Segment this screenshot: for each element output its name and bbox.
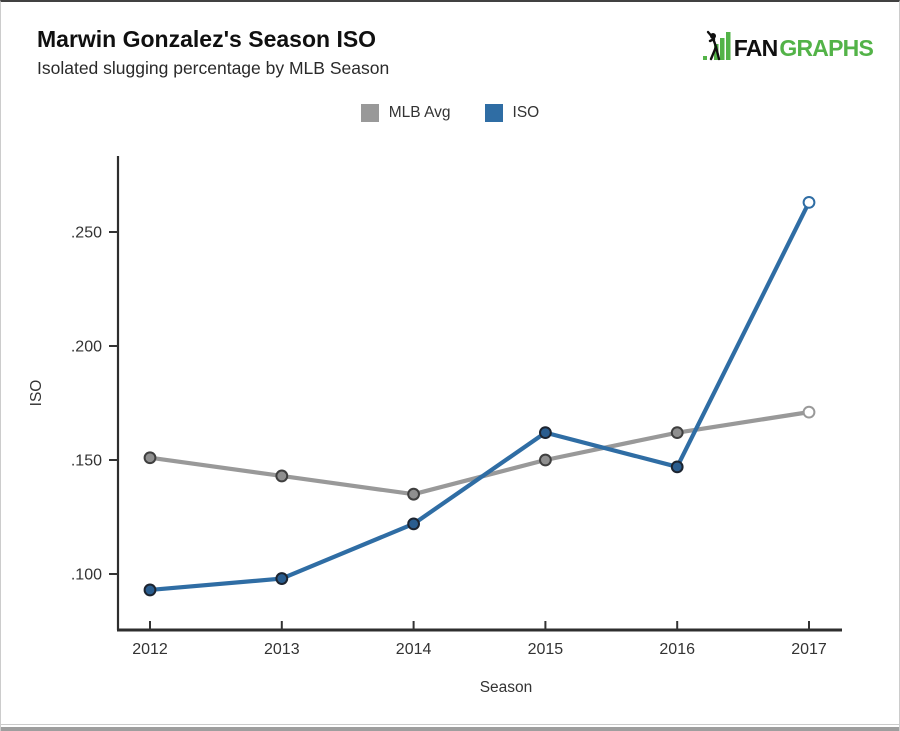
legend-swatch-mlb-avg xyxy=(360,104,379,122)
chart-legend: MLB Avg ISO xyxy=(1,104,899,122)
y-tick-label: .100 xyxy=(71,567,102,584)
bottom-gray-band xyxy=(1,727,899,731)
x-tick-label: 2013 xyxy=(264,641,300,658)
series-line-iso xyxy=(147,200,812,593)
y-tick-label: .200 xyxy=(71,339,102,356)
x-tick-label: 2014 xyxy=(396,641,432,658)
bottom-border-line xyxy=(1,724,899,725)
y-axis-title: ISO xyxy=(28,380,45,407)
data-point-iso-2012 xyxy=(143,583,157,597)
logo-text-graphs: GRAPHS xyxy=(779,35,873,61)
data-point-mlb-avg-2014 xyxy=(407,487,421,501)
page-title: Marwin Gonzalez's Season ISO xyxy=(37,26,377,52)
y-tick-label: .150 xyxy=(71,453,102,470)
x-axis-title: Season xyxy=(480,679,533,696)
legend-item-iso: ISO xyxy=(484,104,540,122)
x-tick-label: 2017 xyxy=(791,641,827,658)
data-point-mlb-avg-2016 xyxy=(670,426,684,440)
data-point-mlb-avg-2012 xyxy=(143,451,157,465)
logo-text-fan: FAN xyxy=(733,35,778,61)
data-point-mlb-avg-2013 xyxy=(275,469,289,483)
data-point-iso-2013 xyxy=(275,572,289,585)
series-line-mlb-avg xyxy=(147,410,812,497)
fangraphs-logo: FAN GRAPHS xyxy=(702,29,874,68)
x-tick-label: 2012 xyxy=(132,641,168,658)
data-point-mlb-avg-2015 xyxy=(539,453,552,467)
data-point-iso-2014 xyxy=(407,517,421,531)
legend-item-mlb-avg: MLB Avg xyxy=(360,104,451,122)
data-point-mlb-avg-2017 xyxy=(802,405,816,419)
fangraphs-batter-icon xyxy=(702,29,732,68)
legend-label-iso: ISO xyxy=(512,104,540,121)
data-point-iso-2017 xyxy=(802,195,816,209)
y-tick-label: .250 xyxy=(71,225,102,242)
page-subtitle: Isolated slugging percentage by MLB Seas… xyxy=(37,58,390,78)
x-tick-label: 2016 xyxy=(659,641,695,658)
data-point-iso-2015 xyxy=(539,426,552,440)
x-tick-label: 2015 xyxy=(528,641,564,658)
legend-label-mlb-avg: MLB Avg xyxy=(388,104,451,121)
data-point-iso-2016 xyxy=(670,460,684,474)
legend-swatch-iso xyxy=(484,104,503,122)
